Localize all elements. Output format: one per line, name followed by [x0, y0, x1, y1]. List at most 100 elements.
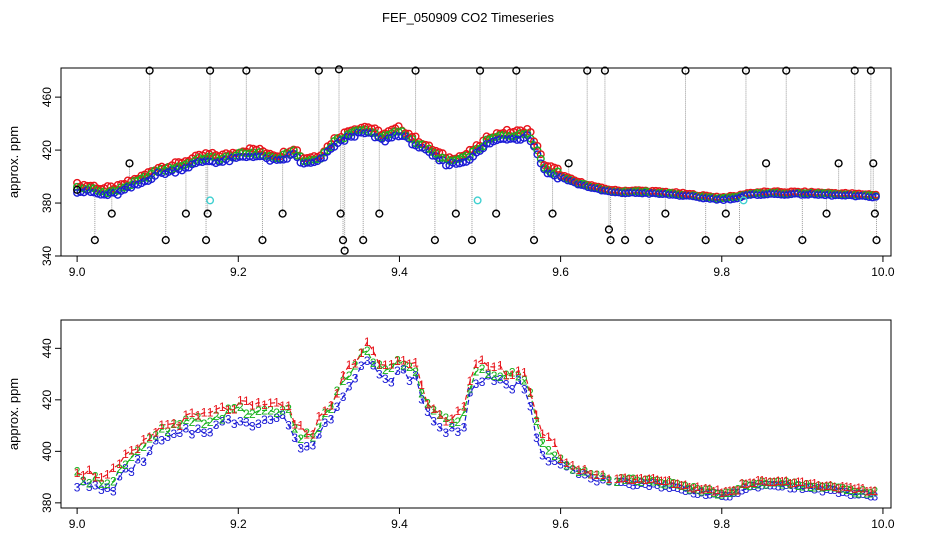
- series-3-mark: 3: [775, 479, 782, 493]
- series-1-mark: 1: [225, 403, 232, 417]
- outlier-point: [467, 236, 477, 245]
- series-3-mark: 3: [863, 488, 870, 502]
- series-2-mark: 2: [815, 479, 822, 493]
- series-2-mark: 2: [614, 475, 621, 489]
- series-1-mark: 1: [164, 418, 171, 432]
- series-3-mark: 3: [364, 354, 371, 368]
- bottom-plot-frame: [60, 319, 892, 509]
- series-1-mark: 1: [334, 387, 341, 401]
- series-3-mark: 3: [714, 487, 721, 501]
- series-1-mark: 1: [376, 358, 383, 372]
- outlier-point: [548, 209, 557, 218]
- series-3-mark: 3: [436, 421, 443, 435]
- bottom-panel-x-tick-label: 9.2: [230, 517, 247, 531]
- series-3-mark: 3: [581, 467, 588, 481]
- series-2-mark: 2: [485, 367, 492, 381]
- series-1-mark: 1: [455, 404, 462, 418]
- series-2-mark: 2: [722, 486, 729, 500]
- series-3-mark: 3: [662, 479, 669, 493]
- series-1-mark: 1: [309, 428, 316, 442]
- series-3-mark: 3: [346, 380, 353, 394]
- series-1-mark: 1: [569, 458, 576, 472]
- series-3-mark: 3: [370, 359, 377, 373]
- series-1-mark: 1: [626, 473, 633, 487]
- series-2-mark: 2: [521, 374, 528, 388]
- series-2-mark: 2: [122, 458, 129, 472]
- series-1-mark: 1: [140, 433, 147, 447]
- series-2-mark: 2: [638, 475, 645, 489]
- series-2-mark: 2: [831, 480, 838, 494]
- series-1-point: [137, 171, 146, 180]
- series-3-mark: 3: [743, 482, 750, 496]
- series-2-mark: 2: [533, 414, 540, 428]
- series-3-mark: 3: [827, 483, 834, 497]
- series-1-mark: 1: [855, 481, 862, 495]
- outlier-point: [205, 66, 215, 75]
- series-1-mark: 1: [618, 472, 625, 486]
- series-2-mark: 2: [600, 470, 607, 484]
- bottom-panel-series-lines: [76, 340, 876, 498]
- series-1-mark: 1: [835, 482, 842, 496]
- series-3-mark: 3: [823, 482, 830, 496]
- series-3-mark: 3: [587, 472, 594, 486]
- series-3-mark: 3: [545, 454, 552, 468]
- series-1-mark: 1: [485, 360, 492, 374]
- outlier-point: [604, 225, 614, 234]
- series-1-mark: 1: [771, 475, 778, 489]
- top-panel-outliers: [73, 65, 881, 255]
- series-1-mark: 1: [638, 472, 645, 486]
- series-1-mark: 1: [128, 443, 135, 457]
- series-3-mark: 3: [803, 481, 810, 495]
- series-1-mark: 1: [787, 476, 794, 490]
- top-panel-x-axis: 9.0 9.2 9.4 9.6 9.8 10.0: [69, 256, 895, 279]
- series-2-mark: 2: [219, 413, 226, 427]
- series-1-mark: 1: [503, 369, 510, 383]
- series-2-mark: 2: [237, 400, 244, 414]
- series-1-mark: 1: [710, 485, 717, 499]
- series-1-mark: 1: [658, 474, 665, 488]
- series-2-mark: 2: [346, 369, 353, 383]
- series-2-mark: 2: [787, 477, 794, 491]
- series-2-mark: 2: [868, 487, 875, 501]
- series-3-mark: 3: [815, 481, 822, 495]
- series-1-point: [533, 141, 542, 150]
- outlier-point: [475, 66, 485, 75]
- outlier-point: [512, 66, 521, 75]
- series-1-mark: 1: [614, 472, 621, 486]
- series-2-mark: 2: [261, 403, 268, 417]
- series-2-mark: 2: [843, 483, 850, 497]
- series-2-mark: 2: [775, 475, 782, 489]
- series-1-mark: 1: [755, 473, 762, 487]
- series-2-mark: 2: [183, 413, 190, 427]
- series-1-mark: 1: [116, 457, 123, 471]
- outlier-point: [866, 66, 875, 75]
- top-panel-y-tick-label: 420: [40, 140, 54, 160]
- series-3-mark: 3: [116, 469, 123, 483]
- series-1-mark: 1: [815, 479, 822, 493]
- flag-point: [206, 196, 215, 205]
- outlier-point: [161, 236, 170, 245]
- series-1-mark: 1: [316, 410, 323, 424]
- series-2-mark: 2: [213, 409, 220, 423]
- series-3-mark: 3: [80, 474, 87, 488]
- series-1-mark: 1: [775, 474, 782, 488]
- series-2-mark: 2: [388, 361, 395, 375]
- series-1-mark: 1: [340, 368, 347, 382]
- series-3-mark: 3: [614, 475, 621, 489]
- series-2-mark: 2: [658, 477, 665, 491]
- outlier-point: [278, 209, 287, 218]
- series-3-mark: 3: [751, 479, 758, 493]
- series-1-mark: 1: [666, 474, 673, 488]
- outlier-point: [620, 236, 630, 245]
- series-1-mark: 1: [868, 484, 875, 498]
- series-3-mark: 3: [340, 390, 347, 404]
- series-3-mark: 3: [872, 490, 879, 504]
- series-2-mark: 2: [767, 476, 774, 490]
- series-3-mark: 3: [521, 382, 528, 396]
- series-3-mark: 3: [694, 487, 701, 501]
- series-2-mark: 2: [569, 462, 576, 476]
- series-3-point: [320, 153, 329, 162]
- series-2-mark: 2: [739, 477, 746, 491]
- series-3-line: [76, 360, 610, 493]
- series-1-mark: 1: [461, 399, 468, 413]
